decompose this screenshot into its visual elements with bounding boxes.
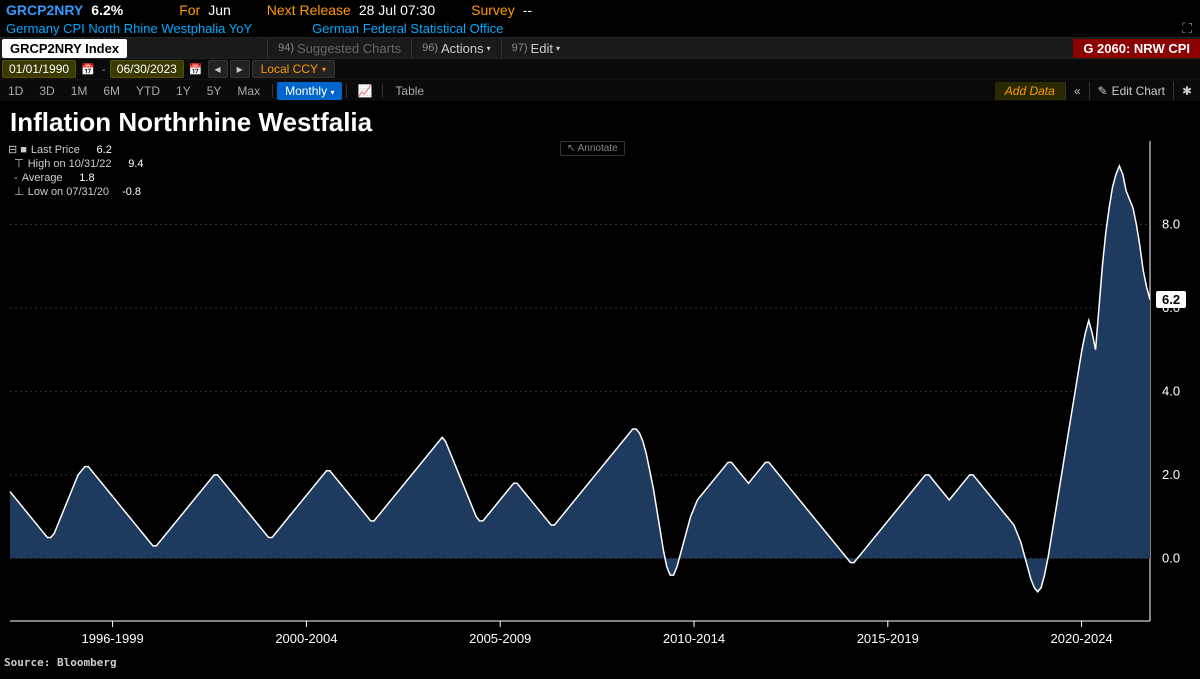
chart-id-label: G 2060: NRW CPI [1073,39,1200,58]
svg-text:2020-2024: 2020-2024 [1051,631,1113,646]
svg-text:2015-2019: 2015-2019 [857,631,919,646]
actions-button[interactable]: 96) Actions ▾ [411,39,501,58]
period-value: Jun [208,2,231,18]
survey-label: Survey [471,2,515,18]
period-5y[interactable]: 5Y [199,82,230,100]
period-1d[interactable]: 1D [0,82,31,100]
last-value-badge: 6.2 [1156,291,1186,308]
calendar-icon[interactable]: 📅 [186,63,206,76]
period-1y[interactable]: 1Y [168,82,199,100]
series-source: German Federal Statistical Office [312,21,503,36]
svg-text:0.0: 0.0 [1162,550,1180,565]
table-button[interactable]: Table [387,82,432,100]
svg-text:1996-1999: 1996-1999 [82,631,144,646]
header-row-1: GRCP2NRY 6.2% For Jun Next Release 28 Ju… [0,0,1200,20]
next-arrow[interactable]: ▸ [230,60,250,78]
collapse-button[interactable]: « [1065,82,1089,100]
chart-plot[interactable]: 0.02.04.06.08.01996-19992000-20042005-20… [0,141,1200,666]
ticker-symbol: GRCP2NRY [6,2,83,18]
source-label: Source: Bloomberg [4,656,117,669]
frequency-selector[interactable]: Monthly ▾ [277,82,342,100]
next-release-value: 28 Jul 07:30 [359,2,435,18]
add-data-input[interactable]: Add Data [995,82,1065,100]
expand-icon[interactable]: ⛶ [1182,20,1192,37]
svg-text:2000-2004: 2000-2004 [275,631,337,646]
svg-text:2005-2009: 2005-2009 [469,631,531,646]
period-3d[interactable]: 3D [31,82,62,100]
series-description: Germany CPI North Rhine Westphalia YoY [6,21,252,36]
next-release-label: Next Release [267,2,351,18]
period-1m[interactable]: 1M [63,82,96,100]
svg-text:2010-2014: 2010-2014 [663,631,725,646]
svg-text:8.0: 8.0 [1162,216,1180,231]
end-date-input[interactable]: 06/30/2023 [110,60,184,78]
period-6m[interactable]: 6M [95,82,128,100]
date-range-bar: 01/01/1990 📅 - 06/30/2023 📅 ◂ ▸ Local CC… [0,59,1200,79]
start-date-input[interactable]: 01/01/1990 [2,60,76,78]
edit-button[interactable]: 97) Edit ▾ [501,39,570,58]
period-bar: 1D3D1M6MYTD1Y5YMax Monthly ▾ 📈 Table Add… [0,79,1200,101]
svg-text:4.0: 4.0 [1162,383,1180,398]
ticker-value: 6.2% [91,2,123,18]
prev-arrow[interactable]: ◂ [208,60,228,78]
chart-type-icon[interactable]: 📈 [351,82,378,100]
header-row-2: Germany CPI North Rhine Westphalia YoY G… [0,20,1200,37]
for-label: For [179,2,200,18]
period-ytd[interactable]: YTD [128,82,168,100]
suggested-charts-button[interactable]: 94) Suggested Charts [267,39,411,58]
svg-text:2.0: 2.0 [1162,467,1180,482]
chart-title: Inflation Northrhine Westfalia [10,107,372,138]
index-label[interactable]: GRCP2NRY Index [2,39,127,58]
edit-chart-button[interactable]: ✎ Edit Chart [1089,82,1173,100]
currency-selector[interactable]: Local CCY▾ [252,60,335,78]
survey-value: -- [523,2,532,18]
calendar-icon[interactable]: 📅 [78,63,98,76]
command-bar: GRCP2NRY Index 94) Suggested Charts 96) … [0,37,1200,59]
chart-area: Inflation Northrhine Westfalia ⊟ ■Last P… [0,101,1200,671]
settings-icon[interactable]: ✱ [1173,82,1200,100]
period-max[interactable]: Max [229,82,268,100]
